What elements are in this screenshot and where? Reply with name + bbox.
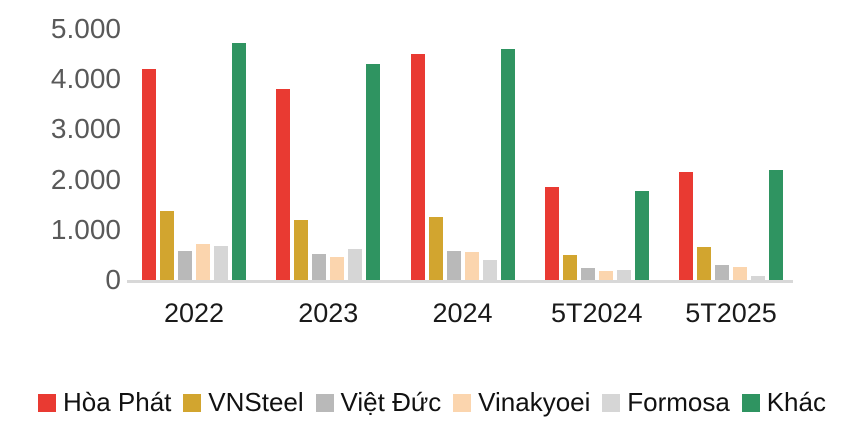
legend-label: Hòa Phát: [63, 387, 172, 417]
bar-formosa-5t2025: [751, 276, 765, 280]
bar-khac-5t2024: [634, 191, 649, 280]
bar-group-2023: [276, 29, 381, 280]
bar-vnsteel-2024: [428, 217, 443, 280]
bar-vinakyoei-2024: [464, 252, 479, 280]
bar-vnsteel-2023: [294, 220, 309, 280]
legend-swatch-vinakyoei: [453, 393, 472, 412]
legend-swatch-formosa: [602, 393, 621, 412]
bar-viet-duc-5t2025: [715, 265, 729, 280]
y-axis-tick-label: 3.000: [50, 113, 121, 145]
bar-groups: [127, 29, 793, 280]
bar-vinakyoei-2023: [330, 257, 345, 280]
legend-swatch-hoa-phat: [38, 393, 56, 412]
legend-item-formosa: Formosa: [602, 387, 730, 418]
y-axis-tick-label: 5.000: [50, 13, 121, 44]
bar-vnsteel-5t2025: [697, 247, 711, 280]
legend-label: Vinakyoei: [478, 387, 591, 417]
bar-formosa-2024: [482, 260, 497, 280]
legend-swatch-viet-duc: [315, 393, 334, 412]
y-axis-tick-label: 0: [105, 264, 121, 295]
bar-vnsteel-5t2024: [562, 255, 577, 280]
bar-khac-2024: [500, 49, 515, 280]
bar-viet-duc-2023: [312, 254, 327, 280]
y-axis-tick-label: 1.000: [50, 213, 121, 245]
bar-formosa-2023: [348, 249, 363, 280]
x-axis-label-2022: 2022: [163, 298, 225, 328]
bar-group-5t2024: [544, 29, 649, 280]
bar-khac-5t2025: [769, 170, 783, 280]
bar-khac-2022: [232, 43, 246, 280]
x-axis-label-5t2025: 5T2025: [685, 298, 777, 328]
plot-area: [127, 29, 793, 283]
bar-hoa-phat-2023: [276, 89, 291, 280]
bar-khac-2023: [366, 64, 381, 280]
x-axis-label-2024: 2024: [432, 298, 493, 328]
legend-item-viet-duc: Việt Đức: [315, 387, 442, 418]
bar-viet-duc-5t2024: [580, 268, 595, 280]
legend-item-vnsteel: VNSteel: [183, 387, 304, 418]
legend-item-khac: Khác: [741, 387, 826, 418]
legend-label: Formosa: [627, 387, 730, 417]
legend: Hòa Phát VNSteel Việt Đức Vinakyoei Formosa K…: [38, 387, 826, 418]
x-axis-label-2023: 2023: [298, 298, 359, 328]
bar-formosa-2022: [214, 246, 228, 280]
bar-vinakyoei-2022: [196, 244, 210, 280]
bar-viet-duc-2022: [178, 251, 192, 280]
bar-hoa-phat-5t2024: [544, 187, 559, 280]
legend-item-vinakyoei: Vinakyoei: [453, 387, 590, 418]
bar-hoa-phat-2022: [142, 69, 156, 280]
bar-viet-duc-2024: [446, 251, 461, 280]
legend-item-hoa-phat: Hòa Phát: [38, 387, 171, 418]
x-axis-label-5t2024: 5T2024: [550, 298, 643, 328]
legend-swatch-vnsteel: [183, 393, 202, 412]
bar-vinakyoei-5t2025: [733, 267, 747, 280]
y-axis-tick-label: 4.000: [50, 63, 121, 95]
legend-label: Khác: [766, 387, 826, 417]
legend-label: Việt Đức: [340, 387, 442, 417]
legend-label: VNSteel: [208, 387, 304, 417]
legend-swatch-khac: [741, 393, 760, 412]
bar-group-5t2025: [679, 29, 783, 280]
bar-hoa-phat-2024: [410, 54, 425, 280]
bar-hoa-phat-5t2025: [679, 172, 693, 280]
bar-group-2022: [142, 29, 246, 280]
bar-vinakyoei-5t2024: [598, 271, 613, 280]
bar-vnsteel-2022: [160, 211, 174, 280]
bar-group-2024: [410, 29, 515, 280]
x-axis: 2022 2023 2024 5T2024 5T2025: [127, 298, 793, 329]
bar-formosa-5t2024: [616, 270, 631, 280]
y-axis-tick-label: 2.000: [50, 163, 121, 195]
